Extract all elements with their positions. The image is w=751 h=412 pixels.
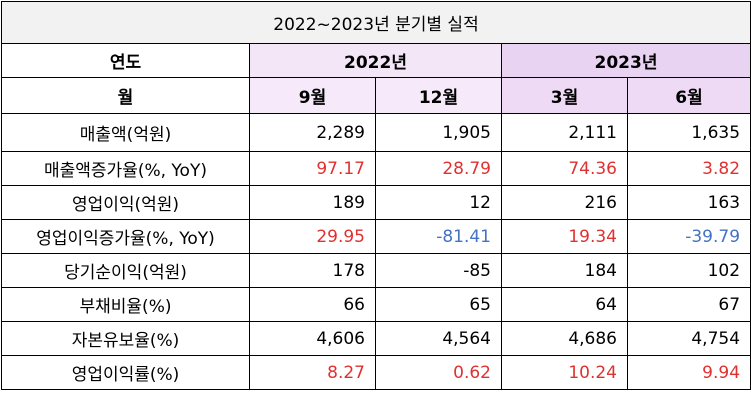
month-header-row: 월 9월 12월 3월 6월 <box>1 77 751 114</box>
year-2023-header: 2023년 <box>500 43 751 78</box>
table-title-row: 2022~2023년 분기별 실적 <box>0 1 751 44</box>
row-value: 178 <box>249 253 376 288</box>
row-label: 부채비율(%) <box>1 287 250 322</box>
row-value: 97.17 <box>249 151 376 186</box>
row-label: 당기순이익(억원) <box>1 253 250 288</box>
table-body: 매출액(억원) 2,289 1,905 2,111 1,635 매출액증가율(%, YoY… <box>1 113 751 390</box>
table-row: 자본유보율(%) 4,606 4,564 4,686 4,754 <box>1 321 751 356</box>
row-value: -39.79 <box>626 219 751 254</box>
row-value: 102 <box>626 253 751 288</box>
table-row: 매출액(억원) 2,289 1,905 2,111 1,635 <box>1 113 751 152</box>
month-label: 월 <box>1 77 250 114</box>
row-value: 9.94 <box>626 355 751 390</box>
table-row: 부채비율(%) 66 65 64 67 <box>1 287 751 322</box>
row-value: 2,111 <box>501 113 628 152</box>
row-value: 163 <box>626 185 751 220</box>
row-value: 184 <box>501 253 628 288</box>
month-header-jun: 6월 <box>626 77 751 114</box>
row-value: -81.41 <box>375 219 502 254</box>
row-value: 8.27 <box>249 355 376 390</box>
year-label: 연도 <box>1 43 250 78</box>
row-label: 자본유보율(%) <box>1 321 250 356</box>
table-row: 영업이익률(%) 8.27 0.62 10.24 9.94 <box>1 355 751 390</box>
row-value: 74.36 <box>501 151 628 186</box>
row-value: 216 <box>501 185 628 220</box>
quarterly-performance-table: 2022~2023년 분기별 실적 연도 2022년 2023년 월 9월 12… <box>0 1 751 390</box>
row-value: 64 <box>501 287 628 322</box>
row-value: 4,754 <box>626 321 751 356</box>
row-value: 66 <box>249 287 376 322</box>
row-value: 4,686 <box>501 321 628 356</box>
row-label: 매출액(억원) <box>1 113 250 152</box>
month-header-dec: 12월 <box>375 77 502 114</box>
row-value: 4,606 <box>249 321 376 356</box>
row-value: 65 <box>375 287 502 322</box>
row-label: 영업이익증가율(%, YoY) <box>1 219 250 254</box>
row-value: 1,635 <box>626 113 751 152</box>
row-value: 10.24 <box>501 355 628 390</box>
row-value: 3.82 <box>626 151 751 186</box>
table-row: 매출액증가율(%, YoY) 97.17 28.79 74.36 3.82 <box>1 151 751 186</box>
row-label: 영업이익률(%) <box>1 355 250 390</box>
row-value: 12 <box>375 185 502 220</box>
month-header-mar: 3월 <box>501 77 628 114</box>
row-value: 29.95 <box>249 219 376 254</box>
row-value: 189 <box>249 185 376 220</box>
row-value: 2,289 <box>249 113 376 152</box>
row-value: 0.62 <box>375 355 502 390</box>
year-2022-header: 2022년 <box>249 43 502 78</box>
year-header-row: 연도 2022년 2023년 <box>1 43 751 78</box>
row-value: 4,564 <box>375 321 502 356</box>
row-value: -85 <box>375 253 502 288</box>
table-row: 영업이익(억원) 189 12 216 163 <box>1 185 751 220</box>
row-value: 28.79 <box>375 151 502 186</box>
table-row: 영업이익증가율(%, YoY) 29.95 -81.41 19.34 -39.79 <box>1 219 751 254</box>
row-value: 67 <box>626 287 751 322</box>
month-header-sep: 9월 <box>249 77 376 114</box>
row-label: 매출액증가율(%, YoY) <box>1 151 250 186</box>
table-row: 당기순이익(억원) 178 -85 184 102 <box>1 253 751 288</box>
row-value: 1,905 <box>375 113 502 152</box>
row-value: 19.34 <box>501 219 628 254</box>
row-label: 영업이익(억원) <box>1 185 250 220</box>
table-title: 2022~2023년 분기별 실적 <box>0 1 751 44</box>
